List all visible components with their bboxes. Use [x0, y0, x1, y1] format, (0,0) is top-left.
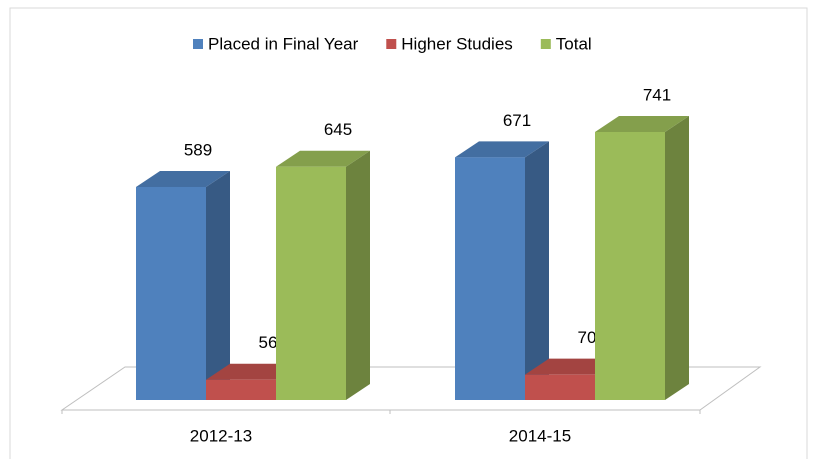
data-label: 645: [324, 120, 352, 139]
bar-top: [136, 170, 230, 187]
bar-side: [206, 170, 230, 400]
bar: [276, 166, 346, 400]
data-label: 56: [259, 333, 278, 352]
bar-top: [276, 150, 370, 167]
bar: [136, 186, 206, 400]
legend-label: Higher Studies: [401, 34, 513, 53]
bar-side: [525, 141, 549, 400]
bar-top: [595, 116, 689, 132]
legend-swatch: [193, 39, 203, 49]
bar: [206, 379, 276, 400]
legend-label: Total: [556, 34, 592, 53]
data-label: 741: [643, 85, 671, 104]
bar-side: [665, 116, 689, 400]
bar-top: [455, 141, 549, 158]
x-tick-label: 2012-13: [190, 426, 252, 445]
data-label: 70: [578, 328, 597, 347]
bar: [595, 132, 665, 400]
bar-side: [346, 150, 370, 400]
legend-swatch: [386, 39, 397, 49]
legend-swatch: [540, 39, 551, 49]
bar: [525, 374, 595, 400]
data-label: 671: [503, 111, 531, 130]
x-tick-label: 2014-15: [509, 426, 571, 445]
bar: [455, 157, 525, 400]
data-label: 589: [184, 140, 212, 159]
legend-label: Placed in Final Year: [208, 34, 359, 53]
